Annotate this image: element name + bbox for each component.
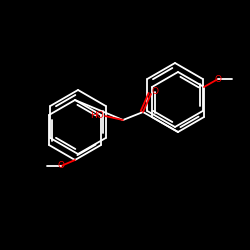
Text: O: O [214,74,222,84]
Text: O: O [152,86,158,96]
Text: O: O [58,162,64,170]
Text: HO: HO [90,112,104,120]
